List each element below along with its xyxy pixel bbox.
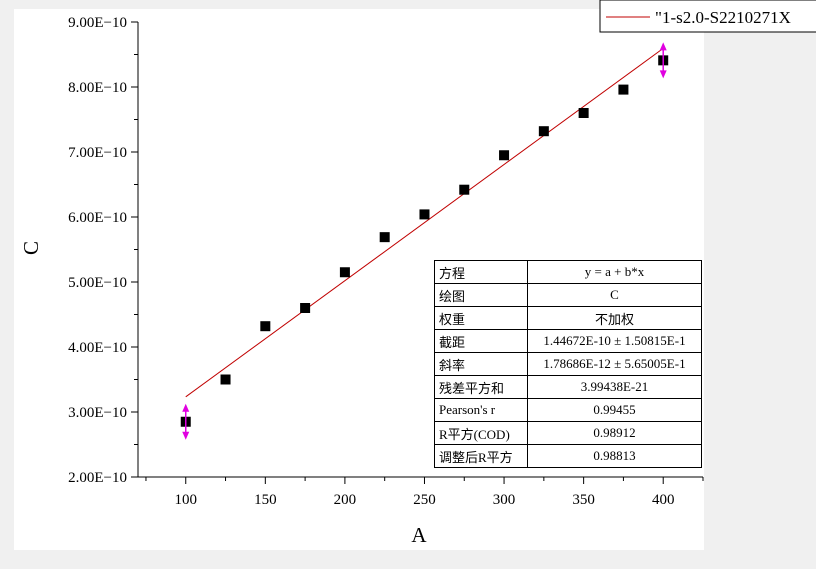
fit-table-row: 绘图 C <box>434 283 702 307</box>
fit-table-value: C <box>527 283 702 307</box>
legend-entry-label: "1-s2.0-S2210271X <box>655 8 791 27</box>
data-point <box>618 84 629 95</box>
fit-table-value: 1.44672E-10 ± 1.50815E-1 <box>527 329 702 353</box>
y-tick-label: 7.00E−10 <box>68 145 127 161</box>
x-tick-label: 200 <box>334 492 357 508</box>
data-point <box>419 209 430 220</box>
fit-table-key: 权重 <box>434 306 528 330</box>
fit-table-key: 调整后R平方 <box>434 444 528 468</box>
fit-table-key: Pearson's r <box>434 398 528 422</box>
fit-table-row: 斜率 1.78686E-12 ± 5.65005E-1 <box>434 352 702 376</box>
fit-table-key: 残差平方和 <box>434 375 528 399</box>
y-tick-label: 2.00E−10 <box>68 470 127 486</box>
fit-table-value: 1.78686E-12 ± 5.65005E-1 <box>527 352 702 376</box>
fit-table-key: 截距 <box>434 329 528 353</box>
legend-box[interactable] <box>599 0 816 33</box>
fit-table-row: R平方(COD) 0.98912 <box>434 421 702 445</box>
data-point <box>220 374 231 385</box>
fit-table-value: 不加权 <box>527 306 702 330</box>
data-point <box>459 184 470 195</box>
fit-table-row: Pearson's r 0.99455 <box>434 398 702 422</box>
fit-table-key: 绘图 <box>434 283 528 307</box>
fit-line <box>185 47 664 398</box>
x-tick-label: 250 <box>413 492 436 508</box>
fit-table-key: 方程 <box>434 260 528 284</box>
fit-table-value: 0.98813 <box>527 444 702 468</box>
fit-end-drag-handle[interactable] <box>659 42 667 79</box>
x-tick-label: 350 <box>572 492 595 508</box>
fit-table-row: 权重 不加权 <box>434 306 702 330</box>
fit-results-table[interactable]: 方程 y = a + b*x 绘图 C 权重 不加权 截距 1.44672E-10 ± 1.5… <box>434 260 702 468</box>
fit-table-row: 截距 1.44672E-10 ± 1.50815E-1 <box>434 329 702 353</box>
fit-table-row: 残差平方和 3.99438E-21 <box>434 375 702 399</box>
fit-table-row: 方程 y = a + b*x <box>434 260 702 284</box>
fit-table-key: 斜率 <box>434 352 528 376</box>
data-point <box>578 108 589 118</box>
fit-start-drag-handle[interactable] <box>182 403 190 440</box>
data-point <box>379 232 390 243</box>
drag-handle-arrow-up <box>182 403 190 412</box>
y-tick-label: 3.00E−10 <box>68 405 127 421</box>
y-tick-label: 6.00E−10 <box>68 210 127 226</box>
x-tick-label: 400 <box>652 492 675 508</box>
drag-handle-arrow-down <box>659 70 667 79</box>
data-point <box>538 126 549 137</box>
y-tick-label: 5.00E−10 <box>68 275 127 291</box>
axes: 2.00E−10 3.00E−10 4.00E−10 5.00E−10 6.00E−10… <box>68 15 704 508</box>
drag-handle-arrow-up <box>659 42 667 51</box>
fit-table-value: y = a + b*x <box>527 260 702 284</box>
fit-table-value: 3.99438E-21 <box>527 375 702 399</box>
drag-handle-arrow-down <box>182 431 190 440</box>
legend[interactable]: "1-s2.0-S2210271X <box>599 0 816 33</box>
x-axis-label: A <box>411 523 427 547</box>
fit-table-key: R平方(COD) <box>434 421 528 445</box>
x-tick-label: 300 <box>493 492 516 508</box>
data-point <box>300 303 311 313</box>
y-tick-label: 8.00E−10 <box>68 80 127 96</box>
fit-line-layer <box>185 47 664 398</box>
fit-table-row: 调整后R平方 0.98813 <box>434 444 702 468</box>
x-tick-label: 150 <box>254 492 277 508</box>
data-point <box>499 150 510 161</box>
data-point <box>339 267 350 278</box>
y-tick-label: 9.00E−10 <box>68 15 127 31</box>
y-tick-label: 4.00E−10 <box>68 340 127 356</box>
fit-table-value: 0.98912 <box>527 421 702 445</box>
y-axis-label: C <box>19 241 43 255</box>
drag-handles <box>182 42 667 440</box>
fit-table-value: 0.99455 <box>527 398 702 422</box>
data-point <box>260 321 271 332</box>
x-tick-label: 100 <box>174 492 197 508</box>
